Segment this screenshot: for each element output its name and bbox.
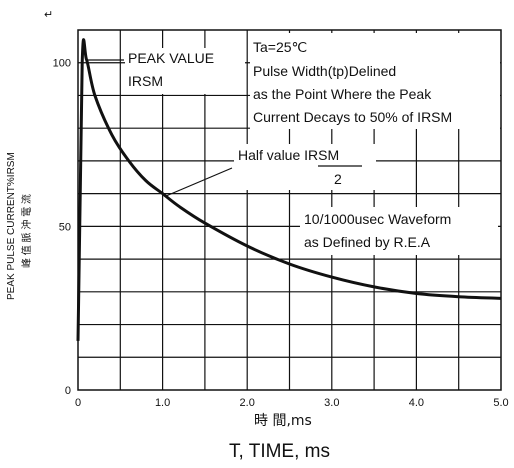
peak-label: PEAK VALUE — [128, 50, 214, 66]
x-axis-label-cn: 時 間,ms — [254, 413, 312, 429]
decay-label: Current Decays to 50% of IRSM — [253, 109, 452, 125]
plot-frame — [77, 29, 502, 391]
y-tick-label: 0 — [65, 385, 71, 397]
peak-point-label: as the Point Where the Peak — [253, 86, 432, 102]
y-tick-label: 100 — [53, 58, 71, 70]
waveform-label: 10/1000usec Waveform — [304, 211, 451, 227]
x-tick-labels: 0 1.0 2.0 3.0 4.0 5.0 — [75, 397, 509, 409]
peak-annotation: PEAK VALUE IRSM — [88, 48, 245, 94]
ta-label: Ta=25℃ — [253, 39, 307, 55]
y-axis-label: PEAK PULSE CURRENT%IRSM — [6, 152, 17, 300]
x-tick-label: 0 — [75, 397, 81, 409]
half-value-label: Half value IRSM — [238, 147, 339, 163]
conditions-annotation: Ta=25℃ Pulse Width(tp)Delined as the Poi… — [250, 33, 500, 129]
x-tick-label: 2.0 — [240, 397, 255, 409]
x-axis-label: T, TIME, ms — [229, 441, 330, 462]
x-tick-label: 4.0 — [409, 397, 424, 409]
y-axis-label-cn: 峰 值 脈 沖 電 流 — [20, 194, 33, 268]
x-tick-label: 5.0 — [493, 397, 508, 409]
rea-label: as Defined by R.E.A — [304, 234, 431, 250]
x-tick-label: 1.0 — [155, 397, 170, 409]
pulse-width-label: Pulse Width(tp)Delined — [253, 63, 396, 79]
corner-mark: ↵ — [44, 9, 53, 21]
peak-label-irsm: IRSM — [128, 73, 163, 89]
half-value-denominator: 2 — [334, 171, 342, 187]
y-tick-label: 50 — [59, 221, 71, 233]
half-value-pointer — [165, 167, 233, 197]
waveform-annotation: 10/1000usec Waveform as Defined by R.E.A — [300, 207, 498, 255]
series-line — [76, 38, 502, 341]
y-tick-labels: 0 50 100 — [53, 58, 71, 397]
x-tick-label: 3.0 — [324, 397, 339, 409]
half-value-annotation: Half value IRSM 2 — [165, 144, 376, 197]
